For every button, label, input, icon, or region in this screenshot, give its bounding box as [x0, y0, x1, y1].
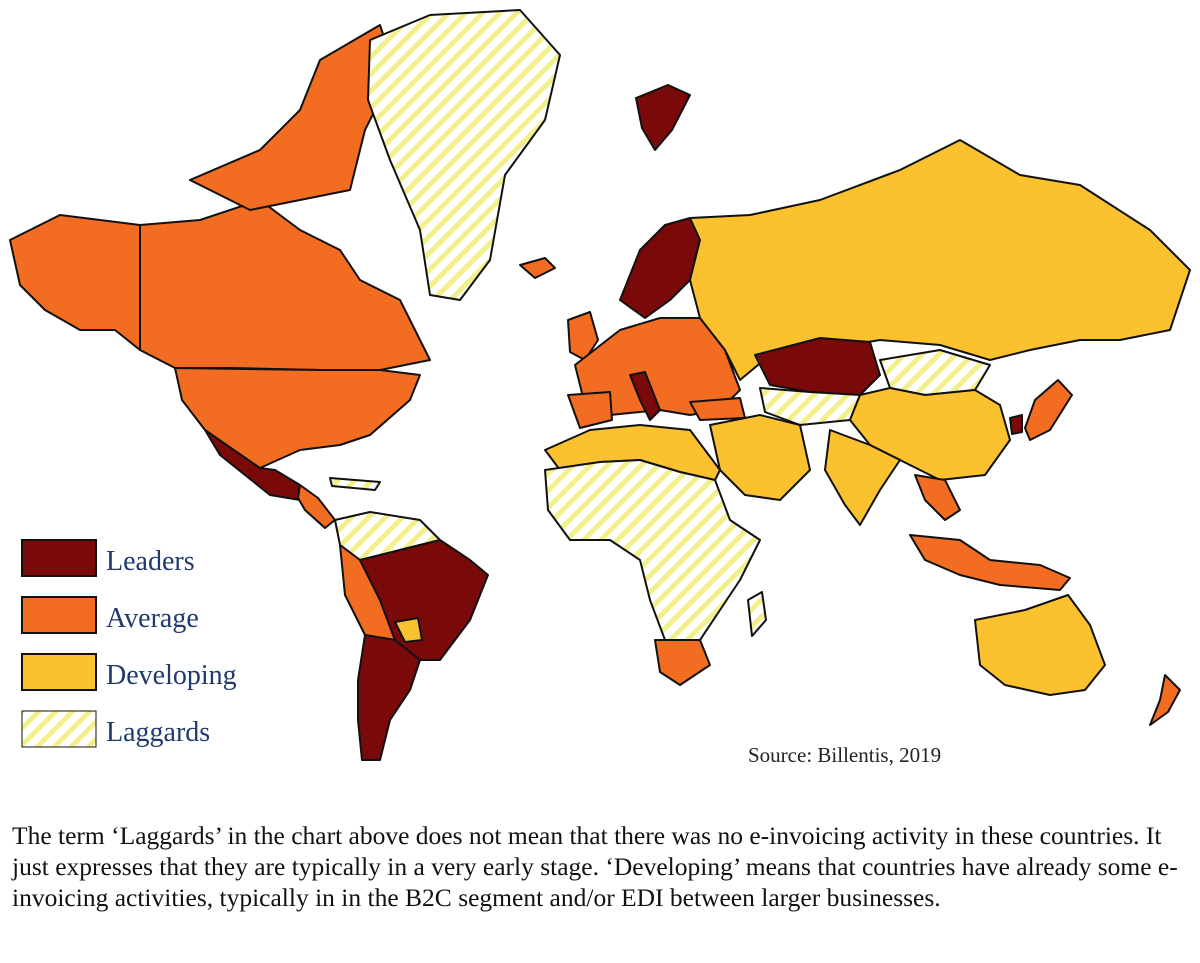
- legend-item-leaders: Leaders: [21, 539, 195, 577]
- world-map: Leaders Average Developing Laggards Sour…: [9, 9, 1191, 767]
- region-sub-saharan-africa: [544, 459, 761, 641]
- region-south-korea: [1009, 414, 1023, 435]
- region-canada-arctic: [189, 24, 396, 211]
- legend-label-developing: Developing: [106, 660, 237, 691]
- region-caribbean: [329, 477, 381, 491]
- legend-item-average: Average: [21, 596, 199, 634]
- region-new-zealand: [1149, 674, 1181, 726]
- region-mongolia: [879, 349, 991, 396]
- region-south-africa: [654, 639, 711, 686]
- legend-item-developing: Developing: [21, 653, 237, 691]
- region-italy: [629, 371, 661, 421]
- source-citation: Source: Billentis, 2019: [748, 743, 941, 767]
- region-japan: [1024, 379, 1073, 441]
- legend-label-leaders: Leaders: [106, 546, 195, 577]
- world-map-figure: Leaders Average Developing Laggards Sour…: [9, 9, 1191, 767]
- region-india: [824, 429, 901, 526]
- region-madagascar: [747, 591, 767, 637]
- legend-label-average: Average: [106, 603, 199, 634]
- caption-text: The term ‘Laggards’ in the chart above d…: [12, 821, 1178, 912]
- region-middle-east: [709, 414, 811, 501]
- legend-swatch-average: [21, 596, 97, 634]
- region-indonesia: [909, 534, 1071, 591]
- region-iceland: [519, 257, 556, 279]
- region-iberia: [567, 391, 613, 429]
- region-paraguay: [394, 617, 423, 643]
- region-turkey: [689, 397, 746, 421]
- region-greenland: [367, 9, 561, 301]
- legend-item-laggards: Laggards: [21, 710, 210, 748]
- legend-swatch-leaders: [21, 539, 97, 577]
- region-argentina-chile: [357, 634, 421, 761]
- region-alaska: [9, 214, 141, 351]
- legend-label-laggards: Laggards: [106, 717, 210, 748]
- map-caption: The term ‘Laggards’ in the chart above d…: [12, 820, 1192, 913]
- region-russia: [689, 139, 1191, 381]
- region-uk-ireland: [567, 311, 599, 361]
- region-brazil: [359, 539, 489, 661]
- legend-swatch-laggards: [21, 710, 97, 748]
- region-central-america: [297, 484, 336, 529]
- region-svalbard: [635, 84, 691, 151]
- region-southeast-asia: [914, 474, 961, 521]
- region-usa: [174, 367, 421, 469]
- region-kazakhstan: [754, 337, 881, 396]
- legend-swatch-developing: [21, 653, 97, 691]
- region-australia: [974, 594, 1106, 696]
- region-scandinavia: [619, 217, 701, 319]
- region-canada: [139, 199, 431, 371]
- legend: Leaders Average Developing Laggards: [21, 539, 237, 748]
